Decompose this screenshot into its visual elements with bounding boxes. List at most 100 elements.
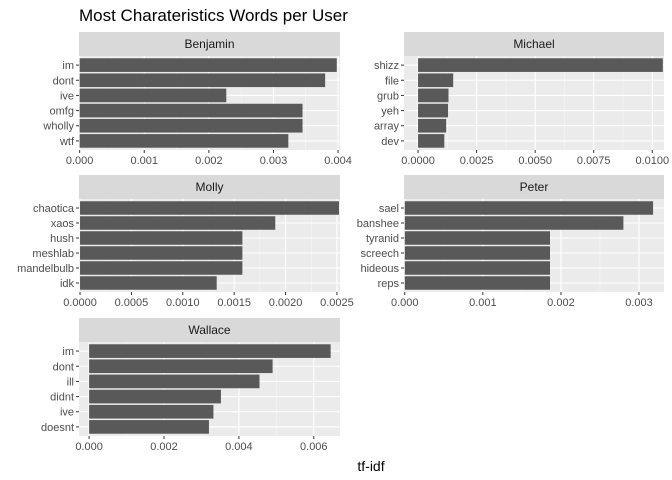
bar-dev: [418, 134, 445, 148]
bar-im: [79, 58, 337, 72]
y-tick-label: screech: [360, 248, 399, 260]
bar-screech: [404, 246, 551, 260]
y-tick-label: dont: [53, 75, 74, 87]
x-tick-label: 0.003: [625, 297, 653, 309]
bar-meshlab: [80, 246, 243, 260]
y-tick-label: meshlab: [32, 248, 74, 260]
bar-im: [89, 344, 331, 358]
y-tick-label: banshee: [357, 218, 399, 230]
bar-tyranid: [404, 231, 551, 245]
x-tick-label: 0.002: [150, 441, 178, 453]
x-tick-label: 0.0000: [401, 155, 435, 167]
y-tick-label: array: [374, 121, 400, 133]
bar-wtf: [79, 134, 289, 148]
bar-didnt: [89, 389, 221, 404]
bar-dont: [89, 359, 273, 374]
bar-grub: [418, 88, 449, 103]
bar-hideous: [404, 261, 551, 275]
facet-strip: [79, 318, 340, 342]
y-tick-label: im: [62, 346, 74, 358]
bar-omfg: [79, 103, 303, 118]
x-tick-label: 0.001: [469, 297, 497, 309]
y-tick-label: sael: [379, 203, 399, 215]
x-tick-label: 0.0025: [320, 297, 354, 309]
bar-idk: [80, 276, 217, 290]
y-tick-label: doesnt: [41, 422, 74, 434]
facet-strip: [404, 175, 664, 199]
y-tick-label: ive: [60, 90, 74, 102]
x-tick-label: 0.004: [324, 155, 352, 167]
y-tick-label: grub: [377, 90, 399, 102]
y-tick-label: idk: [60, 278, 75, 290]
bar-ive: [79, 88, 227, 103]
facet-strip-label: Wallace: [188, 323, 231, 337]
bar-file: [418, 73, 454, 88]
bar-mandelbulb: [80, 261, 243, 275]
y-tick-label: wtf: [59, 136, 75, 148]
y-tick-label: reps: [378, 278, 400, 290]
x-tick-label: 0.0075: [577, 155, 611, 167]
x-tick-label: 0.0010: [166, 297, 200, 309]
bar-chaotica: [80, 201, 339, 215]
chart-title: Most Charateristics Words per User: [79, 6, 348, 25]
x-tick-label: 0.0025: [460, 155, 494, 167]
x-tick-label: 0.000: [391, 297, 419, 309]
facet-strip: [79, 175, 340, 199]
x-tick-label: 0.0005: [115, 297, 149, 309]
y-tick-label: xaos: [51, 218, 75, 230]
bar-doesnt: [89, 420, 209, 434]
facet-molly: Molly chaotica xaos hush meshlab mandelbulb id…: [17, 175, 354, 309]
y-tick-label: dev: [381, 136, 399, 148]
bar-array: [418, 118, 447, 133]
y-tick-label: file: [385, 75, 399, 87]
y-tick-label: didnt: [50, 392, 74, 404]
x-tick-label: 0.000: [75, 441, 103, 453]
facet-strip: [404, 32, 664, 56]
bar-banshee: [404, 216, 624, 230]
y-tick-label: yeh: [381, 106, 399, 118]
y-tick-label: ill: [67, 376, 74, 388]
bar-wholly: [79, 118, 303, 133]
facet-strip-label: Michael: [513, 37, 554, 51]
bar-shizz: [418, 58, 663, 72]
x-tick-label: 0.004: [225, 441, 253, 453]
facet-strip-label: Molly: [195, 180, 223, 194]
y-tick-label: hush: [50, 233, 74, 245]
y-tick-label: tyranid: [366, 233, 399, 245]
x-tick-label: 0.0050: [518, 155, 552, 167]
x-tick-label: 0.000: [66, 155, 94, 167]
y-tick-label: shizz: [374, 60, 399, 72]
x-tick-label: 0.0015: [217, 297, 251, 309]
bar-dont: [79, 73, 326, 88]
x-tick-label: 0.0000: [63, 297, 97, 309]
x-tick-label: 0.001: [130, 155, 158, 167]
bar-ill: [89, 374, 260, 389]
x-tick-label: 0.002: [547, 297, 575, 309]
y-tick-label: ive: [60, 407, 74, 419]
facet-strip: [79, 32, 340, 56]
facet-strip-label: Peter: [520, 180, 549, 194]
y-tick-label: mandelbulb: [17, 263, 74, 275]
y-tick-label: chaotica: [33, 203, 75, 215]
y-tick-label: hideous: [360, 263, 399, 275]
y-tick-label: im: [62, 60, 74, 72]
bar-yeh: [418, 103, 449, 118]
x-tick-label: 0.003: [260, 155, 288, 167]
x-tick-label: 0.002: [195, 155, 223, 167]
y-tick-label: omfg: [50, 106, 74, 118]
y-tick-label: dont: [53, 361, 74, 373]
y-tick-label: wholly: [42, 121, 74, 133]
x-tick-label: 0.006: [300, 441, 328, 453]
facet-peter: Peter sael banshee tyranid screech hideous rep…: [357, 175, 664, 309]
x-tick-label: 0.0020: [269, 297, 303, 309]
facet-strip-label: Benjamin: [184, 37, 234, 51]
x-tick-label: 0.0100: [635, 155, 669, 167]
bar-reps: [404, 276, 551, 290]
bar-sael: [404, 201, 654, 215]
bar-ive: [89, 404, 214, 419]
facet-benjamin: Benjamin im dont ive omfg wholly wtf 0.000 0.001…: [42, 32, 352, 167]
facet-panels: Benjamin im dont ive omfg wholly wtf 0.000 0.001…: [17, 32, 669, 453]
